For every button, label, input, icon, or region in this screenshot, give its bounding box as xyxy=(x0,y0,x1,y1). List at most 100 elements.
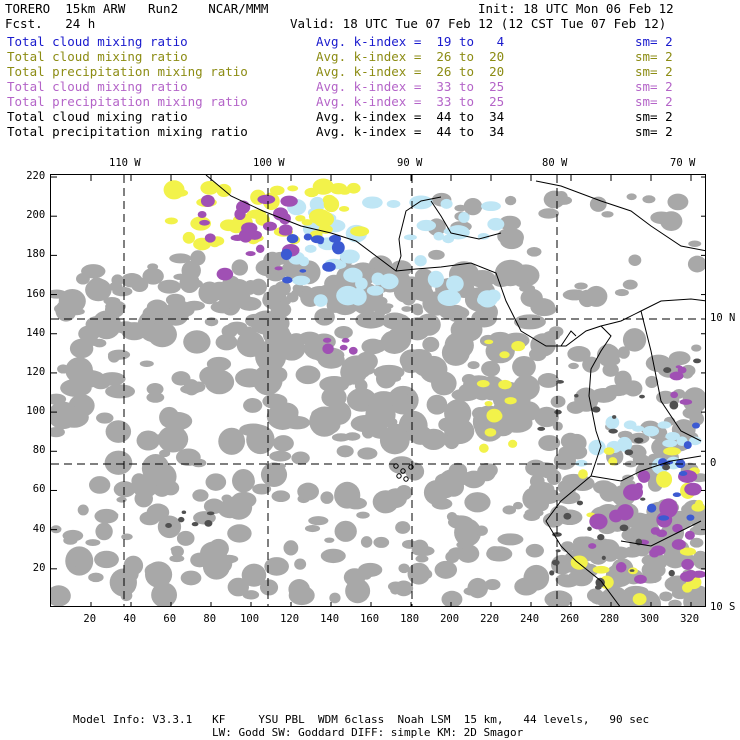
coastline xyxy=(620,520,702,547)
cloud-cover-blob xyxy=(358,562,383,577)
cloud-cover-blob xyxy=(585,285,608,307)
cloud-cover-blob xyxy=(203,498,225,514)
heavy-cloud-blob xyxy=(279,224,293,234)
heavy-cloud-blob xyxy=(200,194,215,208)
longitude-label: 110 W xyxy=(109,157,141,169)
cloud-cover-blob xyxy=(171,371,191,386)
cloud-cover-blob xyxy=(384,488,408,509)
cloud-cover-blob xyxy=(191,458,207,468)
coastline xyxy=(600,298,705,327)
cloud-cover-blob xyxy=(689,411,705,426)
cloud-cover-blob xyxy=(356,511,370,519)
moderate-cloud-blob xyxy=(228,219,245,234)
legend-field: Total cloud mixing ratio xyxy=(7,79,188,94)
legend-index: Avg. k-index = 26 to 20 xyxy=(316,49,505,64)
heavy-cloud-blob xyxy=(339,344,348,351)
cloud-cover-blob xyxy=(208,538,229,559)
cloud-cover-blob xyxy=(183,300,205,311)
very-dense-cloud-blob xyxy=(177,516,185,523)
very-dense-cloud-blob xyxy=(619,524,629,532)
cloud-cover-blob xyxy=(614,289,629,297)
light-cloud-blob xyxy=(366,285,384,296)
cloud-cover-blob xyxy=(153,484,171,497)
cloud-cover-blob xyxy=(357,447,378,460)
cloud-cover-blob xyxy=(329,592,341,604)
cloud-cover-blob xyxy=(534,406,559,428)
cloud-cover-blob xyxy=(420,569,433,580)
moderate-cloud-blob xyxy=(269,185,285,196)
cloud-cover-blob xyxy=(394,580,414,597)
cloud-cover-blob xyxy=(390,260,413,277)
cloud-cover-blob xyxy=(512,355,536,378)
moderate-cloud-blob xyxy=(508,439,518,448)
cloud-cover-blob xyxy=(87,277,108,299)
cloud-cover-blob xyxy=(292,283,305,294)
light-cloud-blob xyxy=(339,249,360,264)
cloud-cover-blob xyxy=(401,306,413,312)
cloud-cover-blob xyxy=(601,355,621,366)
legend-row: Total cloud mixing ratio Avg. k-index = 1… xyxy=(5,34,705,49)
cloud-cover-blob xyxy=(165,293,186,307)
cloud-cover-blob xyxy=(324,537,335,543)
legend-sm: sm= 2 xyxy=(635,64,673,79)
y-tick-label: 220 xyxy=(26,170,46,183)
cloud-cover-blob xyxy=(683,589,705,606)
cloud-cover-blob xyxy=(259,579,279,596)
cloud-cover-blob xyxy=(444,399,472,428)
cloud-cover-blob xyxy=(375,369,397,389)
cloud-cover-blob xyxy=(626,193,637,201)
cloud-cover-blob xyxy=(190,250,206,266)
cloud-cover-blob xyxy=(602,343,614,351)
cloud-cover-blob xyxy=(217,298,232,311)
cloud-cover-blob xyxy=(113,481,136,498)
cloud-cover-blob xyxy=(477,463,496,482)
cloud-cover-blob xyxy=(565,489,576,500)
cloud-cover-blob xyxy=(550,395,566,408)
y-tick-label: 160 xyxy=(26,287,46,300)
light-cloud-blob xyxy=(657,421,672,429)
cloud-cover-blob xyxy=(687,255,705,273)
y-tick-label: 20 xyxy=(32,561,46,574)
cloud-cover-blob xyxy=(288,333,304,345)
heavy-cloud-blob xyxy=(280,195,298,207)
moderate-cloud-blob xyxy=(350,226,370,237)
very-dense-cloud-blob xyxy=(669,400,679,410)
cloud-cover-blob xyxy=(617,430,633,440)
latitude-label: 10 N xyxy=(710,312,736,324)
cloud-cover-blob xyxy=(116,496,127,503)
coastline xyxy=(205,175,621,606)
heavy-cloud-blob xyxy=(274,266,283,271)
cloud-cover-blob xyxy=(264,557,289,576)
cloud-cover-blob xyxy=(236,330,265,358)
cloud-cover-blob xyxy=(688,509,705,528)
cloud-cover-blob xyxy=(55,299,77,322)
island-outline xyxy=(408,464,414,470)
very-dense-cloud-blob xyxy=(662,464,671,471)
cloud-cover-blob xyxy=(157,425,189,453)
very-dense-cloud-blob xyxy=(640,497,646,501)
very-dense-cloud-blob xyxy=(576,500,584,506)
heavy-cloud-blob xyxy=(670,391,679,399)
cloud-cover-blob xyxy=(107,349,131,360)
heavy-cloud-blob xyxy=(262,221,277,231)
legend-index: Avg. k-index = 33 to 25 xyxy=(316,79,505,94)
light-cloud-blob xyxy=(440,198,453,209)
legend-sm: sm= 2 xyxy=(635,109,673,124)
legend-row: Total precipitation mixing ratio Avg. k-i… xyxy=(5,124,705,139)
cloud-cover-blob xyxy=(121,533,133,541)
cloud-cover-blob xyxy=(411,545,435,557)
moderate-cloud-blob xyxy=(592,565,610,574)
cloud-cover-blob xyxy=(262,322,291,347)
cloud-cover-blob xyxy=(280,299,291,305)
heavy-cloud-blob xyxy=(257,194,276,205)
cloud-cover-blob xyxy=(567,345,591,362)
cloud-cover-blob xyxy=(270,301,292,318)
x-tick-label: 60 xyxy=(163,613,177,625)
light-cloud-blob xyxy=(427,270,445,288)
light-cloud-blob xyxy=(362,196,383,209)
moderate-cloud-blob xyxy=(499,351,510,359)
dense-cloud-blob xyxy=(322,261,336,272)
cloud-cover-blob xyxy=(650,211,673,224)
cloud-cover-blob xyxy=(176,530,195,546)
very-dense-cloud-blob xyxy=(537,426,546,431)
